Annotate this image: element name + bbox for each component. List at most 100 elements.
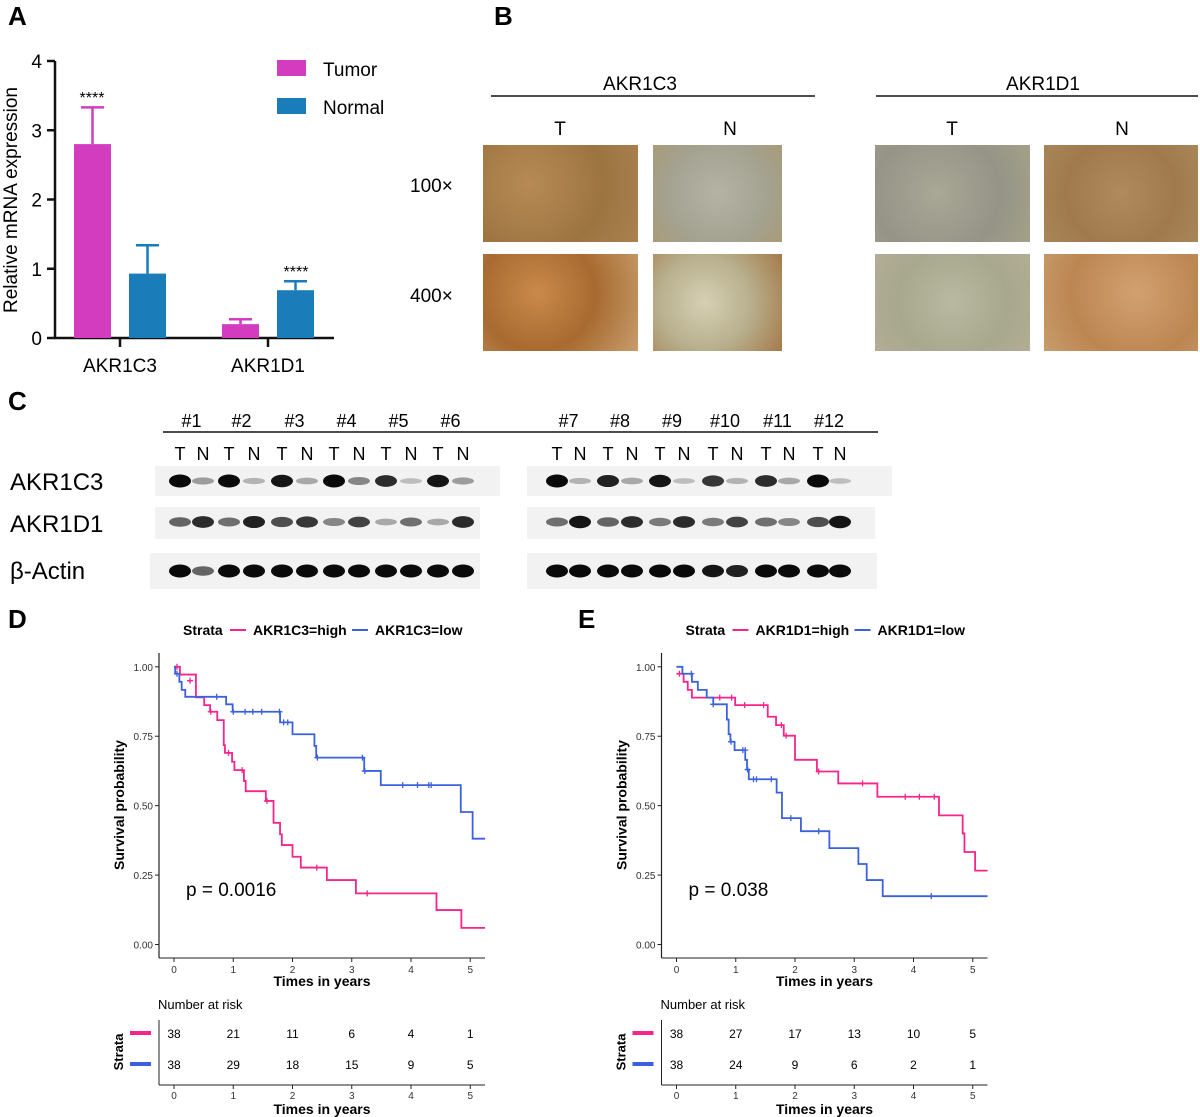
risk-x-tick-label: 3 bbox=[851, 1091, 857, 1102]
legend-label-high: AKR1C3=high bbox=[253, 622, 347, 638]
sample-label: #10 bbox=[710, 411, 740, 431]
band bbox=[649, 564, 671, 578]
band bbox=[296, 564, 318, 578]
band bbox=[271, 474, 293, 488]
km-curve-high bbox=[174, 665, 486, 929]
y-tick-label: 0.00 bbox=[134, 941, 154, 952]
y-tick-label: 0.00 bbox=[636, 941, 656, 952]
y-axis-label: Relative mRNA expression bbox=[1, 87, 22, 313]
censor-mark bbox=[716, 694, 723, 701]
band bbox=[169, 474, 191, 488]
magnification-400x: 400× bbox=[410, 286, 453, 307]
ihc-gene-akr1d1: AKR1D1 bbox=[1006, 74, 1080, 95]
risk-count: 29 bbox=[227, 1058, 241, 1072]
lane-label: N bbox=[248, 444, 261, 464]
category-label-akr1c3: AKR1C3 bbox=[83, 356, 157, 377]
band bbox=[649, 517, 671, 527]
x-tick-label: 3 bbox=[349, 965, 355, 976]
y-tick-label: 1.00 bbox=[134, 663, 154, 674]
band bbox=[597, 474, 619, 488]
ihc-panel: AKR1C3 AKR1D1 T N T N 100× 400× bbox=[410, 74, 1198, 307]
censor-mark bbox=[225, 749, 232, 756]
band bbox=[218, 474, 240, 488]
sample-label: #3 bbox=[284, 411, 304, 431]
x-tick-label: 4 bbox=[911, 965, 917, 976]
band bbox=[452, 477, 474, 485]
band bbox=[807, 474, 829, 488]
y-tick-label: 0.50 bbox=[636, 802, 656, 813]
ihc-col-n: N bbox=[723, 119, 737, 140]
risk-count: 9 bbox=[408, 1058, 415, 1072]
risk-table-y-label: Strata bbox=[614, 1033, 629, 1071]
censor-mark bbox=[902, 793, 909, 800]
risk-x-axis-label: Times in years bbox=[776, 1101, 873, 1117]
risk-count: 1 bbox=[969, 1058, 976, 1072]
band bbox=[546, 474, 568, 488]
censor-mark bbox=[173, 670, 180, 677]
blot-label-actin: β-Actin bbox=[10, 558, 85, 585]
x-tick-label: 2 bbox=[290, 965, 296, 976]
band bbox=[375, 518, 397, 526]
censor-mark bbox=[249, 708, 256, 715]
lane-label: T bbox=[329, 444, 340, 464]
band bbox=[271, 516, 293, 528]
band bbox=[348, 516, 370, 528]
lane-label: T bbox=[655, 444, 666, 464]
risk-x-tick-label: 5 bbox=[467, 1091, 473, 1102]
band bbox=[778, 564, 800, 578]
lane-label: T bbox=[277, 444, 288, 464]
lane-label: T bbox=[761, 444, 772, 464]
band bbox=[375, 475, 397, 487]
censor-mark bbox=[815, 828, 822, 835]
risk-count: 5 bbox=[467, 1058, 474, 1072]
band bbox=[726, 564, 748, 578]
lane-label: T bbox=[603, 444, 614, 464]
risk-count: 2 bbox=[910, 1058, 917, 1072]
western-blot: AKR1C3 AKR1D1 β-Actin #1 #2 #3 #4 #5 #6 #7 #8 #9… bbox=[10, 411, 878, 585]
panel-label-c: C bbox=[8, 386, 27, 416]
ihc-akr1d1-normal-400x bbox=[1044, 254, 1198, 351]
band bbox=[702, 475, 724, 487]
risk-count: 10 bbox=[907, 1027, 921, 1041]
magnification-100x: 100× bbox=[410, 176, 453, 197]
y-tick-label: 1.00 bbox=[636, 663, 656, 674]
risk-count: 9 bbox=[792, 1058, 799, 1072]
risk-count: 17 bbox=[788, 1027, 802, 1041]
x-tick-label: 5 bbox=[467, 965, 473, 976]
band bbox=[218, 517, 240, 527]
blot-label-akr1d1: AKR1D1 bbox=[10, 511, 103, 538]
censor-mark bbox=[916, 793, 923, 800]
lane-label: N bbox=[834, 444, 847, 464]
censor-mark bbox=[399, 782, 406, 789]
censor-mark bbox=[359, 754, 366, 761]
band bbox=[323, 474, 345, 488]
bar-normal-akr1c3 bbox=[129, 273, 166, 338]
risk-count: 11 bbox=[286, 1027, 299, 1041]
lane-label: N bbox=[197, 444, 210, 464]
lane-label: T bbox=[224, 444, 235, 464]
band bbox=[829, 478, 851, 484]
x-tick-label: 1 bbox=[733, 965, 739, 976]
y-tick-label: 0 bbox=[31, 329, 42, 350]
sample-label: #2 bbox=[231, 411, 251, 431]
lane-label: T bbox=[813, 444, 824, 464]
censor-mark bbox=[428, 782, 435, 789]
censor-mark bbox=[186, 677, 193, 684]
band bbox=[169, 517, 191, 527]
lane-label: N bbox=[457, 444, 470, 464]
risk-count: 1 bbox=[467, 1027, 474, 1041]
censor-mark bbox=[778, 722, 785, 729]
lane-label: N bbox=[353, 444, 366, 464]
band bbox=[169, 564, 191, 578]
band bbox=[323, 517, 345, 527]
censor-mark bbox=[728, 694, 735, 701]
legend-label-tumor: Tumor bbox=[323, 60, 378, 81]
ihc-akr1c3-normal-400x bbox=[653, 254, 782, 351]
legend-swatch-tumor bbox=[277, 60, 306, 76]
panel-label-e: E bbox=[578, 604, 595, 634]
band bbox=[702, 564, 724, 578]
censor-mark bbox=[676, 670, 683, 677]
band bbox=[452, 564, 474, 578]
risk-table-y-label: Strata bbox=[111, 1033, 126, 1071]
lane-label: T bbox=[433, 444, 444, 464]
